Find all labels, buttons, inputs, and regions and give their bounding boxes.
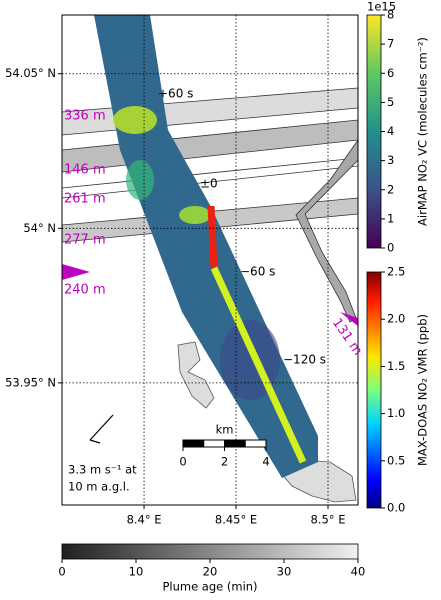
grid — [62, 15, 358, 505]
track — [207, 205, 218, 269]
altitude-marker — [62, 264, 90, 280]
colorbar-tick-label: 2 — [387, 182, 394, 196]
time-label: −120 s — [283, 353, 326, 367]
colorbar-tick-label: 1 — [387, 211, 394, 225]
colorbar-label: MAX-DOAS NO₂ VMR (ppb) — [416, 314, 430, 466]
swath-hotspot — [126, 160, 154, 200]
scale-segment — [224, 439, 246, 448]
colorbar-tick-label: 40 — [351, 565, 366, 579]
wind-label: 10 m a.g.l. — [68, 480, 130, 494]
colorbar-tick-label: 5 — [387, 95, 394, 109]
scale-segment — [182, 439, 205, 448]
scale-tick-label: 2 — [221, 455, 228, 469]
colorbar-tick-label: 0 — [58, 565, 65, 579]
colorbar-tick-label: 1.0 — [387, 406, 405, 420]
lon-tick-label: 8.45° E — [215, 513, 257, 527]
lon-tick-label: 8.4° E — [127, 513, 162, 527]
colorbar-tick-label: 2.0 — [387, 312, 405, 326]
colorbar-tick-label: 0.0 — [387, 501, 405, 515]
scale-bar: km 0 2 4 — [179, 423, 269, 469]
plume-edge — [62, 165, 358, 199]
scale-segment — [244, 439, 267, 448]
swath — [94, 15, 318, 478]
altitude-label: 261 m — [64, 192, 106, 207]
altitude-marker — [340, 312, 358, 326]
scale-tick-label: 4 — [262, 455, 269, 469]
colorbar-label: Plume age (min) — [162, 580, 257, 594]
colorbar-tick-label: 0 — [387, 241, 394, 255]
colorbar-tick-label: 6 — [387, 66, 394, 80]
map-content — [62, 15, 358, 503]
colorbar-tick-label: 0.5 — [387, 453, 405, 467]
colorbar-tick-label: 7 — [387, 37, 394, 51]
time-label: −60 s — [240, 265, 275, 279]
colorbar-tick-label: 8 — [387, 8, 394, 22]
plume — [295, 139, 358, 323]
time-label: +60 s — [158, 87, 193, 101]
lat-tick-label: 53.95° N — [5, 375, 56, 389]
altitude-label: 336 m — [64, 109, 106, 124]
colorbar-tick-label: 30 — [277, 565, 292, 579]
track — [210, 266, 307, 464]
colorbar-tick-label: 20 — [203, 565, 218, 579]
lon-tick-label: 8.5° E — [311, 513, 346, 527]
wind-barb — [89, 439, 101, 444]
scale-segment — [203, 439, 225, 448]
altitude-label: 131 m — [329, 316, 365, 359]
wind-barb — [89, 414, 114, 441]
colorbar-exponent: 1e15 — [367, 0, 396, 14]
wind-label: 3.3 m s⁻¹ at — [68, 463, 137, 477]
colorbar-tick-label: 3 — [387, 153, 394, 167]
altitude-label: 240 m — [64, 283, 106, 298]
plume-edge — [62, 157, 358, 189]
colorbar — [366, 14, 382, 249]
island — [177, 341, 215, 409]
colorbar-tick-label: 10 — [129, 565, 144, 579]
swath-hotspot — [113, 106, 157, 134]
colorbar-tick-label: 2.5 — [387, 265, 405, 279]
map-frame — [61, 14, 359, 506]
altitude-label: 146 m — [64, 163, 106, 178]
swath-hotspot — [179, 206, 211, 224]
colorbar-tick-label: 1.5 — [387, 359, 405, 373]
colorbar-label: AirMAP NO₂ VC (molecules cm⁻²) — [416, 37, 430, 226]
scale-tick-label: 0 — [179, 455, 186, 469]
colorbar — [366, 271, 382, 509]
colorbar — [61, 543, 359, 560]
altitude-label: 277 m — [64, 233, 106, 248]
time-label: ±0 — [200, 177, 218, 191]
lat-tick-label: 54° N — [23, 221, 56, 235]
colorbar-tick-label: 4 — [387, 124, 394, 138]
lat-tick-label: 54.05° N — [5, 66, 56, 80]
colorbars: 0 1 2 3 4 5 6 7 8 AirMAP NO₂ VC (molecules cm⁻²) 1… — [58, 0, 429, 594]
scale-unit: km — [216, 423, 234, 437]
